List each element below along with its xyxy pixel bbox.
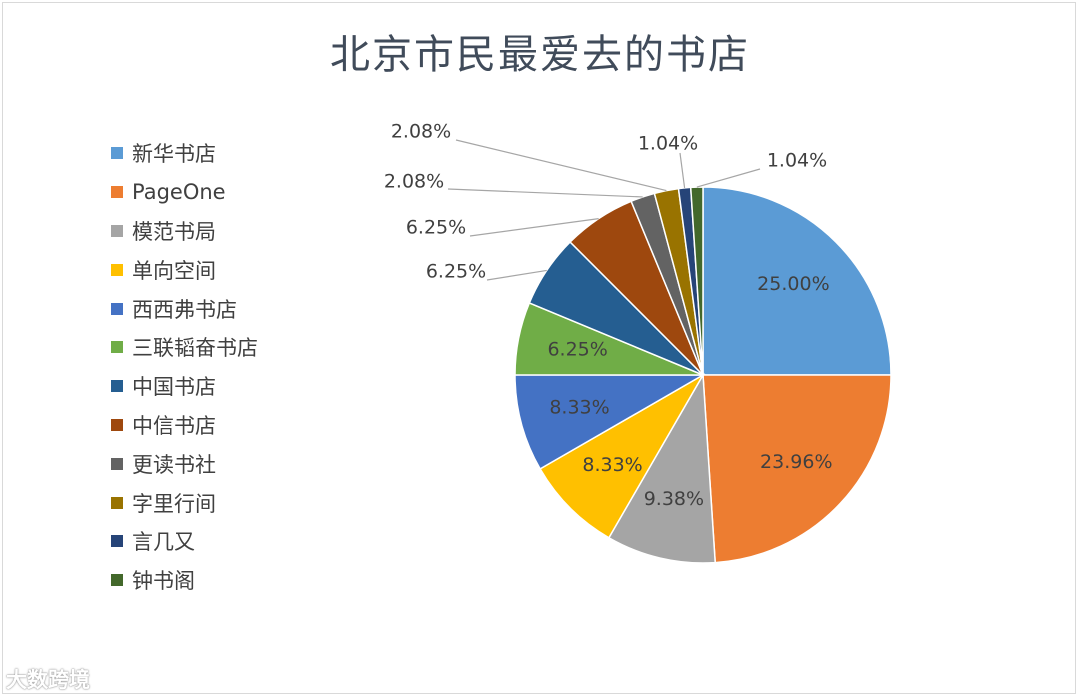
legend-swatch bbox=[111, 224, 123, 237]
legend-item: PageOne bbox=[111, 173, 258, 212]
slice-data-label: 8.33% bbox=[582, 454, 642, 476]
slice-data-label: 1.04% bbox=[767, 150, 827, 172]
watermark: 大数跨境 bbox=[6, 668, 90, 692]
legend-label: 单向空间 bbox=[132, 258, 216, 283]
legend-label: 钟书阁 bbox=[132, 569, 195, 594]
legend-item: 西西弗书店 bbox=[111, 289, 258, 328]
legend: 新华书店 PageOne 模范书局单向空间西西弗书店三联韬奋书店 中国书店中信书店更读… bbox=[111, 134, 258, 600]
slice-data-label: 1.04% bbox=[638, 133, 698, 155]
slice-data-label: 25.00% bbox=[757, 273, 829, 295]
legend-label: 西西弗书店 bbox=[132, 297, 237, 322]
legend-item: 模范书局 bbox=[111, 212, 258, 251]
legend-swatch bbox=[111, 496, 123, 509]
legend-swatch bbox=[111, 574, 123, 587]
legend-swatch bbox=[111, 457, 123, 470]
legend-swatch bbox=[111, 418, 123, 431]
legend-item: 新华书店 bbox=[111, 134, 258, 173]
slice-data-label: 6.25% bbox=[426, 261, 486, 283]
legend-swatch bbox=[111, 535, 123, 548]
legend-item: 字里行间 bbox=[111, 483, 258, 522]
slice-data-label: 23.96% bbox=[760, 451, 832, 473]
leader-line bbox=[447, 188, 643, 198]
legend-label: 中信书店 bbox=[132, 413, 216, 438]
legend-label: 三联韬奋书店 bbox=[132, 336, 258, 361]
pie-slice bbox=[539, 372, 706, 539]
legend-label: PageOne bbox=[132, 180, 226, 205]
pie-slice bbox=[607, 372, 717, 564]
legend-label: 中国书店 bbox=[132, 375, 216, 400]
legend-label: 言几又 bbox=[132, 530, 195, 555]
slice-data-label: 2.08% bbox=[384, 171, 444, 193]
legend-label: 新华书店 bbox=[132, 142, 216, 167]
legend-swatch bbox=[111, 147, 123, 160]
legend-swatch bbox=[111, 302, 123, 315]
leader-line bbox=[455, 139, 667, 192]
pie-slice bbox=[702, 374, 892, 564]
legend-item: 言几又 bbox=[111, 522, 258, 561]
legend-swatch bbox=[111, 380, 123, 393]
chart-title: 北京市民最爱去的书店 bbox=[330, 32, 750, 78]
slice-data-label: 8.33% bbox=[549, 397, 609, 419]
legend-swatch bbox=[111, 186, 123, 199]
legend-item: 钟书阁 bbox=[111, 561, 258, 600]
leader-line bbox=[486, 269, 547, 281]
leader-line bbox=[679, 152, 686, 188]
legend-item: 更读书社 bbox=[111, 444, 258, 483]
legend-swatch bbox=[111, 263, 123, 276]
legend-item: 中国书店 bbox=[111, 367, 258, 406]
legend-label: 更读书社 bbox=[132, 452, 216, 477]
pie-slice bbox=[514, 374, 706, 470]
slice-data-label: 6.25% bbox=[406, 217, 466, 239]
legend-swatch bbox=[111, 341, 123, 354]
legend-label: 字里行间 bbox=[132, 491, 216, 516]
slice-data-label: 9.38% bbox=[644, 488, 704, 510]
leader-line bbox=[696, 168, 761, 188]
legend-item: 三联韬奋书店 bbox=[111, 328, 258, 367]
leader-line bbox=[469, 218, 599, 237]
slice-data-label: 6.25% bbox=[547, 338, 607, 360]
slice-data-label: 2.08% bbox=[391, 121, 451, 143]
legend-item: 中信书店 bbox=[111, 406, 258, 445]
legend-item: 单向空间 bbox=[111, 250, 258, 289]
pie-slice bbox=[702, 186, 892, 376]
legend-label: 模范书局 bbox=[132, 219, 216, 244]
